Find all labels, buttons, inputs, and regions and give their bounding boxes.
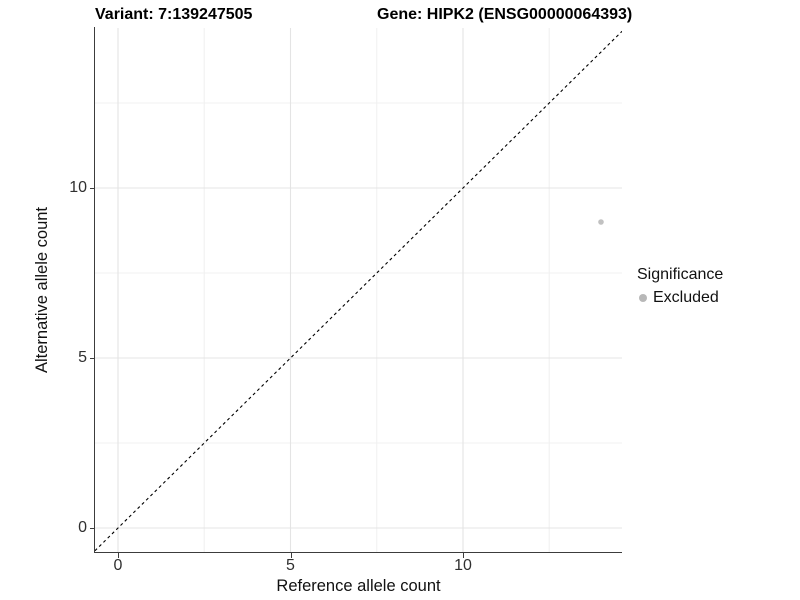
x-tick-mark: [463, 553, 465, 558]
legend-point-swatch: [639, 294, 647, 302]
plot-layer: [95, 28, 622, 552]
legend-title: Significance: [637, 266, 724, 283]
variant-title: Variant: 7:139247505: [95, 6, 253, 23]
x-axis-line: [93, 551, 623, 553]
y-tick-mark: [89, 188, 95, 190]
y-tick-label-5: 5: [78, 349, 87, 366]
y-tick-label-0: 0: [78, 519, 87, 536]
legend-entry-label: Excluded: [653, 289, 719, 306]
legend: Significance Excluded: [637, 266, 723, 307]
x-axis-title: Reference allele count: [276, 577, 441, 595]
data-point: [598, 219, 604, 225]
legend-entry: Excluded: [637, 289, 723, 307]
y-tick-label-10: 10: [69, 179, 87, 196]
y-axis-title: Alternative allele count: [33, 207, 51, 374]
x-tick-mark: [118, 553, 120, 558]
y-axis-line: [93, 27, 96, 553]
gene-title: Gene: HIPK2 (ENSG00000064393): [377, 6, 633, 23]
plot-panel: [95, 28, 622, 552]
x-tick-label-10: 10: [454, 557, 472, 574]
identity-reference-line: [95, 30, 622, 552]
x-tick-mark: [290, 553, 292, 558]
y-tick-mark: [89, 358, 95, 360]
x-tick-label-5: 5: [286, 557, 295, 574]
x-tick-label-0: 0: [113, 557, 123, 574]
y-tick-mark: [89, 528, 95, 530]
